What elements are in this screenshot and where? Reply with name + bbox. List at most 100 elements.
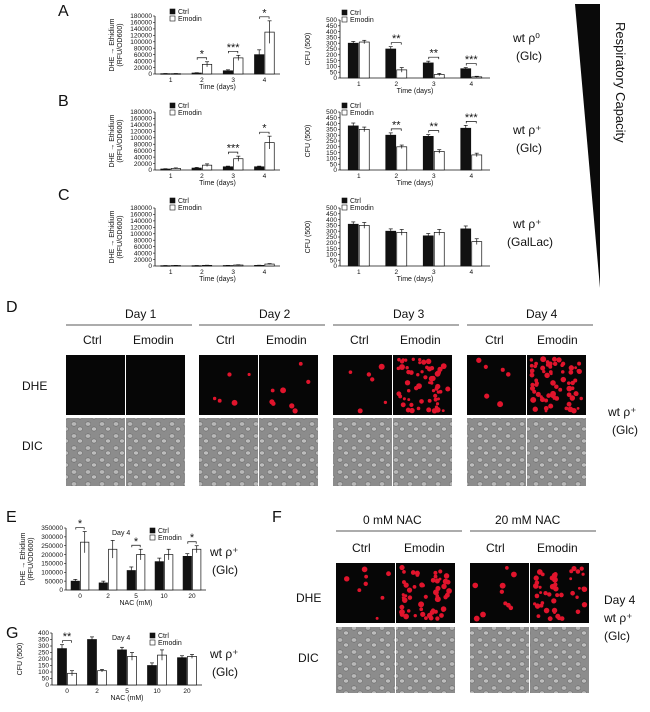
significance-stars: ** <box>392 119 401 131</box>
dhe-micrograph <box>393 355 452 415</box>
significance-stars: *** <box>227 143 241 155</box>
dhe-cell <box>543 405 549 411</box>
panel-f-headers: 0 mM NAC 20 mM NAC Ctrl Emodin Ctrl Emod… <box>336 513 596 555</box>
y-tick-label: 140000 <box>130 26 152 33</box>
y-axis-label: CFU (500) <box>305 125 312 158</box>
significance-stars: ** <box>429 48 438 60</box>
panel-letter-a: A <box>58 3 69 20</box>
legend-swatch-emodin <box>149 639 156 646</box>
legend-label-ctrl: Ctrl <box>158 528 169 535</box>
y-tick-label: 100000 <box>130 135 152 142</box>
dhe-background <box>199 355 258 415</box>
dic-micrograph <box>199 418 258 486</box>
x-tick-label: 3 <box>432 269 436 276</box>
x-tick-label: 1 <box>357 269 361 276</box>
dhe-micrograph <box>527 355 586 415</box>
dhe-cell <box>364 574 369 579</box>
legend-swatch-emodin <box>169 15 176 22</box>
dhe-cell <box>443 573 450 579</box>
y-tick-label: 250 <box>326 234 337 241</box>
dhe-cell <box>566 385 573 392</box>
dhe-cell <box>416 406 421 411</box>
dhe-cell <box>438 577 442 581</box>
dhe-cell <box>435 402 440 406</box>
legend-label-emodin: Emodin <box>178 110 202 117</box>
dhe-cell <box>420 370 424 374</box>
dhe-cell <box>425 358 432 365</box>
dhe-cell <box>399 612 405 617</box>
y-tick-label: 100000 <box>41 569 63 576</box>
y-tick-label: 40000 <box>134 154 152 161</box>
dhe-cell <box>430 381 434 385</box>
dhe-cell <box>579 566 584 571</box>
panel-d-day4-ctrl: Ctrl <box>485 333 504 347</box>
dhe-cell <box>505 566 509 570</box>
dhe-cell <box>406 389 411 393</box>
bar <box>396 232 408 267</box>
dhe-cell <box>434 371 441 377</box>
dhe-cell <box>534 593 540 599</box>
dhe-background <box>333 355 392 415</box>
dhe-cell <box>438 389 443 394</box>
dhe-cell <box>416 373 420 377</box>
legend-swatch-emodin <box>341 16 348 23</box>
legend-label-ctrl: Ctrl <box>350 10 361 17</box>
y-tick-label: 160000 <box>130 116 152 123</box>
dhe-cell <box>446 590 451 594</box>
dhe-cell <box>428 375 435 382</box>
dhe-cell <box>418 361 422 365</box>
x-tick-label: 1 <box>169 173 173 180</box>
dhe-cell <box>550 392 556 399</box>
y-tick-label: 400 <box>326 121 337 128</box>
dhe-cell <box>569 569 574 574</box>
dhe-cell <box>539 591 543 595</box>
significance-stars: * <box>262 123 267 135</box>
bar <box>347 125 359 171</box>
bar <box>433 232 445 267</box>
x-tick-label: 10 <box>153 688 161 695</box>
y-axis-label: CFU (500) <box>305 33 312 66</box>
dhe-cell <box>407 595 413 600</box>
y-tick-label: 500 <box>326 17 337 24</box>
bar <box>182 555 192 591</box>
dic-background <box>336 627 395 693</box>
y-tick-label: 150 <box>326 150 337 157</box>
significance-bracket <box>465 120 477 124</box>
dhe-cell <box>529 358 534 362</box>
dhe-cell <box>402 397 406 401</box>
bar <box>57 648 67 686</box>
dhe-cell <box>551 598 557 604</box>
dhe-cell <box>567 406 574 413</box>
x-tick-label: 4 <box>263 173 267 180</box>
dic-micrograph <box>530 627 589 693</box>
x-tick-label: 2 <box>200 77 204 84</box>
dhe-cell <box>419 399 424 404</box>
significance-stars: *** <box>465 112 479 124</box>
significance-stars: * <box>200 48 205 60</box>
significance-stars: * <box>78 518 83 530</box>
dhe-cell <box>370 377 375 382</box>
legend-label-emodin: Emodin <box>350 17 374 24</box>
dhe-cell <box>442 578 449 585</box>
panel-f-row-dic: DIC <box>298 651 319 665</box>
bar <box>460 228 472 267</box>
y-tick-label: 200000 <box>41 552 63 559</box>
significance-stars: *** <box>227 42 241 54</box>
significance-stars: ** <box>63 631 72 643</box>
x-tick-label: 3 <box>231 77 235 84</box>
dhe-cell <box>433 397 438 402</box>
dhe-cell <box>529 372 535 378</box>
dic-background <box>396 627 455 693</box>
y-tick-label: 0 <box>148 71 152 78</box>
y-tick-label: 120000 <box>130 33 152 40</box>
dhe-cell <box>530 396 537 403</box>
dhe-cell <box>405 407 411 413</box>
dhe-micrograph <box>126 355 185 415</box>
dhe-cell <box>270 388 275 393</box>
dhe-cell <box>441 409 445 413</box>
y-tick-label: 0 <box>333 75 337 82</box>
dhe-background <box>336 563 395 623</box>
condition-e-line1: wt ρ⁺ <box>209 545 239 559</box>
dhe-cell <box>247 372 251 377</box>
